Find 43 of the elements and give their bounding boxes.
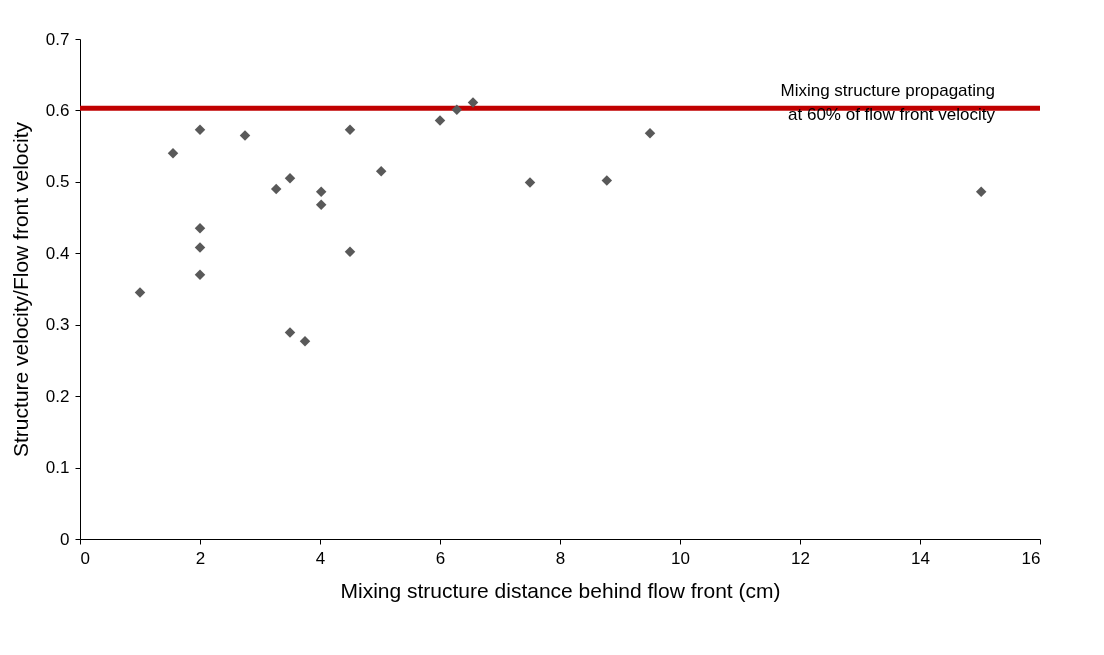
y-tick-label: 0 [60,529,70,549]
point [375,165,387,177]
point [134,287,146,298]
point [194,223,206,234]
x-tick-label: 4 [315,548,326,568]
ref-line-label: Mixing structure propagating at 60% of flow front velocity [780,81,996,125]
x-tick-label: 8 [555,548,566,568]
point [315,186,327,198]
x-tick-label: 10 [671,548,690,568]
point [644,128,656,139]
x-tick-label: 6 [435,548,446,568]
y-tick-label: 0.6 [45,100,70,120]
y-tick-label: 0.5 [45,172,70,192]
point [451,104,463,115]
point [284,173,296,184]
point [299,335,311,347]
y-axis-title: Structure velocity/Flow front velocity [8,121,32,457]
y-tick-label: 0.1 [45,458,70,478]
y-tick-label: 0.7 [45,29,70,49]
point [467,97,479,108]
point [194,124,206,135]
point [601,175,613,186]
y-tick-label: 0.4 [45,243,70,263]
point [975,186,987,198]
point [344,124,356,135]
y-tick-label: 0.2 [45,386,70,406]
point [524,177,536,188]
point [194,242,206,253]
y-tick-label: 0.3 [45,315,70,335]
point [315,199,327,210]
x-axis-title: Mixing structure distance behind flow front (cm) [340,578,781,602]
point [194,269,206,280]
point [344,246,356,258]
point [284,327,296,338]
x-tick-label: 16 [1021,548,1041,568]
x-tick-label: 2 [195,548,206,568]
x-tick-label: 14 [911,548,930,568]
x-tick-label: 12 [791,548,810,568]
point [167,148,179,159]
point [270,183,282,195]
point [434,115,446,126]
point [239,130,251,141]
x-tick-label: 0 [80,548,90,568]
